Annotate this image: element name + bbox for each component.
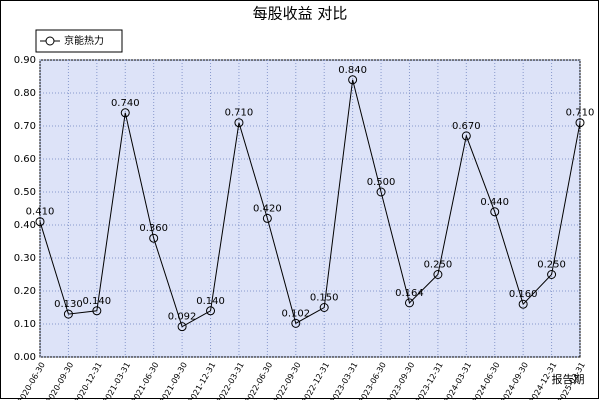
marker xyxy=(149,233,159,243)
data-label: 0.440 xyxy=(480,197,509,208)
marker xyxy=(234,118,244,128)
marker xyxy=(575,118,585,128)
data-label: 0.092 xyxy=(168,312,197,323)
y-tick-label: 0.20 xyxy=(14,286,36,297)
y-tick-label: 0.40 xyxy=(14,220,36,231)
marker xyxy=(92,306,102,316)
data-label: 0.710 xyxy=(566,108,595,119)
line xyxy=(39,79,581,328)
marker xyxy=(461,131,471,141)
data-label: 0.740 xyxy=(111,98,140,109)
marker xyxy=(404,298,414,308)
data-label: 0.250 xyxy=(537,260,566,271)
marker xyxy=(490,207,500,217)
data-label: 0.130 xyxy=(54,299,83,310)
data-label: 0.710 xyxy=(225,108,254,119)
marker xyxy=(433,270,443,279)
y-tick-label: 0.50 xyxy=(14,187,36,198)
marker xyxy=(63,309,73,319)
y-tick-label: 0.80 xyxy=(14,88,36,99)
marker xyxy=(177,322,187,332)
marker xyxy=(262,213,272,223)
legend-label: 京能热力 xyxy=(64,34,104,47)
data-label: 0.500 xyxy=(367,177,396,188)
legend-marker xyxy=(45,36,55,46)
marker xyxy=(319,303,329,312)
marker xyxy=(206,306,216,316)
y-tick-label: 0.90 xyxy=(14,55,36,66)
marker xyxy=(35,217,45,227)
y-tick-label: 0.60 xyxy=(14,154,36,165)
data-label: 0.410 xyxy=(26,207,55,218)
data-label: 0.420 xyxy=(253,203,282,214)
data-label: 0.250 xyxy=(424,260,453,271)
plot-area xyxy=(39,59,581,358)
marker xyxy=(120,108,130,118)
marker xyxy=(376,187,386,197)
y-tick-label: 0.30 xyxy=(14,253,36,264)
x-axis-label: 报告期 xyxy=(552,372,585,386)
chart-title: 每股收益 对比 xyxy=(253,5,348,23)
y-tick-label: 0.00 xyxy=(14,352,36,363)
marker xyxy=(348,75,358,85)
data-label: 0.150 xyxy=(310,293,339,304)
data-label: 0.160 xyxy=(509,289,538,300)
legend xyxy=(35,29,123,53)
data-label: 0.102 xyxy=(281,308,310,319)
data-label: 0.840 xyxy=(338,65,367,76)
marker xyxy=(291,318,301,328)
y-tick-label: 0.70 xyxy=(14,121,36,132)
marker xyxy=(518,299,528,309)
data-label: 0.140 xyxy=(196,296,225,307)
data-label: 0.670 xyxy=(452,121,481,132)
marker xyxy=(547,270,557,279)
data-label: 0.360 xyxy=(139,223,168,234)
data-label: 0.140 xyxy=(83,296,112,307)
data-label: 0.164 xyxy=(395,288,424,299)
y-tick-label: 0.10 xyxy=(14,319,36,330)
